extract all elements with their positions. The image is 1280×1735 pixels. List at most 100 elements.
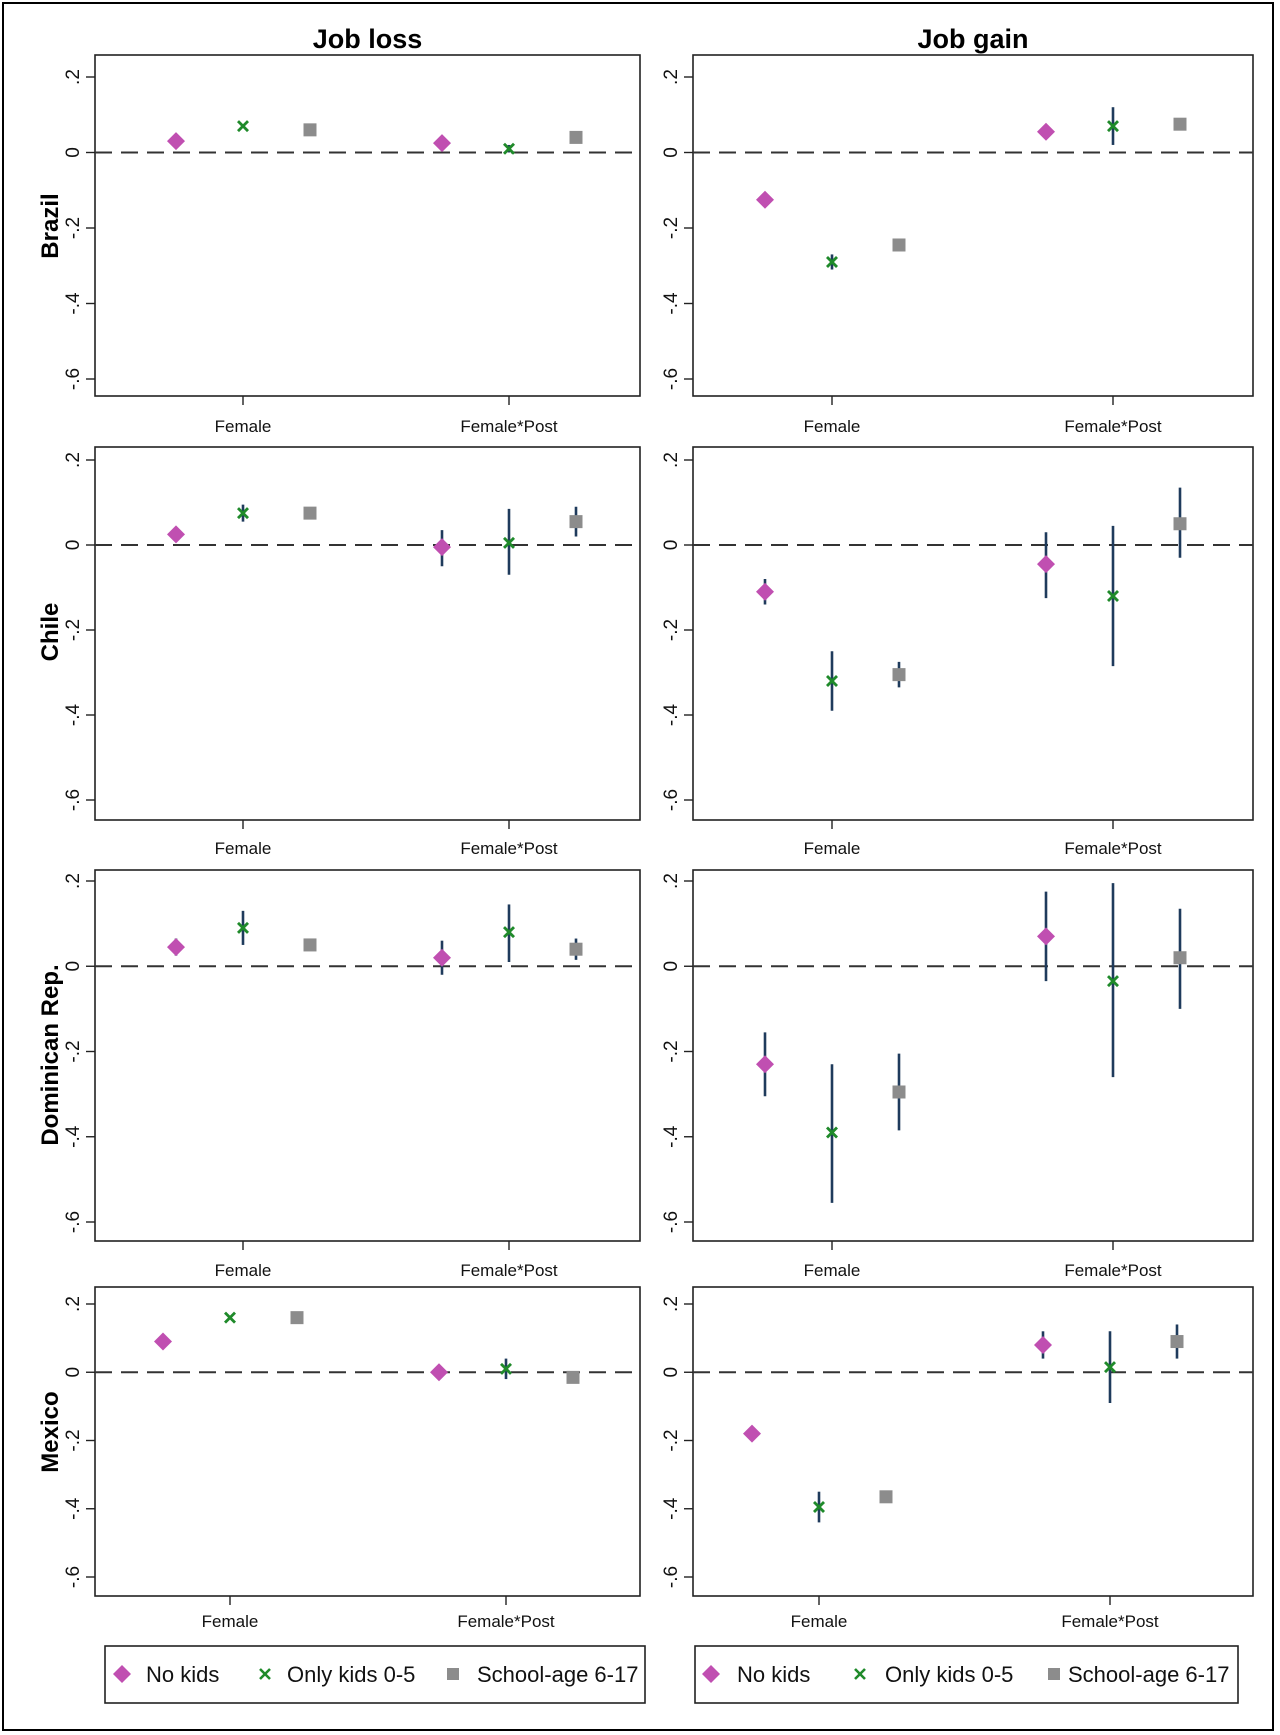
point-no-kids-female — [154, 1332, 172, 1351]
legend-marker-diamond — [113, 1665, 131, 1683]
legend-label-no-kids: No kids — [737, 1662, 810, 1687]
row-label-mexico: Mexico — [37, 1391, 64, 1472]
x-marker-stroke — [1107, 975, 1119, 988]
legend-marker-square — [447, 1668, 459, 1680]
point-school-age-6-17-female-post — [1173, 951, 1187, 965]
y-tick-label: -.6 — [661, 368, 682, 390]
point-no-kids-female-post — [1037, 555, 1055, 574]
point-only-kids-0-5-female-post — [1107, 590, 1119, 602]
column-title-job-loss: Job loss — [313, 24, 423, 54]
x-tick-label-female-post: Female*Post — [460, 1261, 558, 1280]
panel-brazil-job-gain: .2 0 -.2 -.4 -.6 Female Female*Post — [661, 54, 1254, 436]
point-no-kids-female — [167, 938, 185, 957]
legend-label-only-kids-0-5: Only kids 0-5 — [287, 1662, 415, 1687]
point-school-age-6-17-female — [892, 1085, 906, 1099]
y-tick-label: -.2 — [63, 619, 84, 641]
point-only-kids-0-5-female — [813, 1501, 825, 1514]
row-label-dominican-rep: Dominican Rep. — [37, 964, 64, 1145]
x-tick-label-female: Female — [202, 1612, 259, 1631]
x-marker-stroke — [854, 1668, 866, 1680]
y-tick-label: -.6 — [661, 1566, 682, 1588]
y-tick-label: -.4 — [661, 703, 682, 726]
row-label-chile: Chile — [37, 603, 64, 662]
y-tick-label: -.4 — [661, 1497, 682, 1520]
plot-frame — [692, 1286, 1254, 1597]
point-only-kids-0-5-female-post — [1107, 120, 1119, 133]
point-no-kids-female-post — [433, 538, 451, 557]
x-tick-label-female-post: Female*Post — [1061, 1612, 1159, 1631]
point-no-kids-female-post — [1034, 1335, 1052, 1354]
y-tick-label: -.6 — [63, 789, 84, 811]
point-school-age-6-17-female — [303, 506, 317, 520]
point-only-kids-0-5-female-post — [503, 926, 515, 939]
point-school-age-6-17-female-post — [569, 942, 583, 956]
x-marker-stroke — [237, 507, 249, 520]
panel-mexico-job-loss: .2 0 -.2 -.4 -.6 Female Female*Post — [63, 1286, 641, 1631]
y-tick-label: .2 — [661, 452, 682, 468]
x-tick-label-female: Female — [804, 417, 861, 436]
column-title-job-gain: Job gain — [917, 24, 1028, 54]
point-school-age-6-17-female-post — [1173, 117, 1187, 131]
point-no-kids-female — [756, 582, 774, 601]
panel-chile-job-gain: .2 0 -.2 -.4 -.6 Female Female*Post — [661, 446, 1254, 858]
x-marker-stroke — [503, 536, 515, 549]
y-tick-label: 0 — [63, 961, 84, 972]
x-marker-stroke — [503, 142, 515, 155]
y-tick-label: -.2 — [63, 1040, 84, 1062]
point-school-age-6-17-female-post — [1173, 517, 1187, 531]
x-marker-stroke — [826, 255, 838, 268]
x-tick-label-female-post: Female*Post — [1064, 417, 1162, 436]
point-school-age-6-17-female — [892, 668, 906, 682]
point-only-kids-0-5-female-post — [1107, 975, 1119, 988]
x-tick-label-female: Female — [215, 1261, 272, 1280]
point-school-age-6-17-female-post — [569, 130, 583, 144]
x-marker-stroke — [826, 1126, 838, 1139]
y-tick-label: -.6 — [661, 1211, 682, 1233]
x-tick-label-female-post: Female*Post — [1064, 1261, 1162, 1280]
x-tick-label-female: Female — [804, 1261, 861, 1280]
legend-label-school-age-6-17: School-age 6-17 — [1068, 1662, 1229, 1687]
x-marker-stroke — [1104, 1361, 1116, 1374]
legend-label-no-kids: No kids — [146, 1662, 219, 1687]
plot-frame — [692, 869, 1254, 1242]
point-only-kids-0-5-female-post — [503, 536, 515, 549]
x-marker-stroke — [826, 675, 838, 687]
y-tick-label: -.4 — [63, 292, 84, 315]
y-tick-label: .2 — [63, 452, 84, 468]
point-no-kids-female — [756, 1055, 774, 1074]
legend-label-school-age-6-17: School-age 6-17 — [477, 1662, 638, 1687]
x-tick-label-female-post: Female*Post — [1064, 839, 1162, 858]
y-tick-label: 0 — [63, 540, 84, 551]
x-tick-label-female: Female — [791, 1612, 848, 1631]
y-tick-label: -.2 — [661, 217, 682, 239]
row-label-brazil: Brazil — [37, 193, 64, 258]
plot-frame — [94, 869, 641, 1242]
point-only-kids-0-5-female — [826, 255, 838, 268]
legend-job-gain: No kids Only kids 0-5 School-age 6-17 — [694, 1645, 1239, 1704]
point-school-age-6-17-female — [303, 123, 317, 137]
x-marker-stroke — [259, 1668, 271, 1680]
x-marker-stroke — [500, 1362, 512, 1375]
x-marker-stroke — [237, 120, 249, 133]
y-tick-label: -.6 — [661, 789, 682, 811]
point-school-age-6-17-female-post — [566, 1370, 580, 1384]
point-no-kids-female-post — [1037, 122, 1055, 141]
panel-chile-job-loss: .2 0 -.2 -.4 -.6 Female Female*Post — [63, 446, 641, 858]
y-tick-label: -.4 — [661, 292, 682, 315]
plot-frame — [692, 54, 1254, 397]
point-no-kids-female-post — [433, 134, 451, 153]
legend-label-only-kids-0-5: Only kids 0-5 — [885, 1662, 1013, 1687]
plot-frame — [94, 54, 641, 397]
y-tick-label: 0 — [661, 147, 682, 158]
point-only-kids-0-5-female — [237, 507, 249, 520]
y-tick-label: -.4 — [63, 703, 84, 726]
y-tick-label: .2 — [63, 69, 84, 85]
x-tick-label-female-post: Female*Post — [460, 839, 558, 858]
x-tick-label-female: Female — [804, 839, 861, 858]
point-only-kids-0-5-female — [237, 921, 249, 934]
panel-dominican-rep-job-gain: .2 0 -.2 -.4 -.6 Female Female*Post — [661, 869, 1254, 1280]
plot-frame — [94, 446, 641, 821]
legend-marker-square — [1048, 1668, 1060, 1680]
